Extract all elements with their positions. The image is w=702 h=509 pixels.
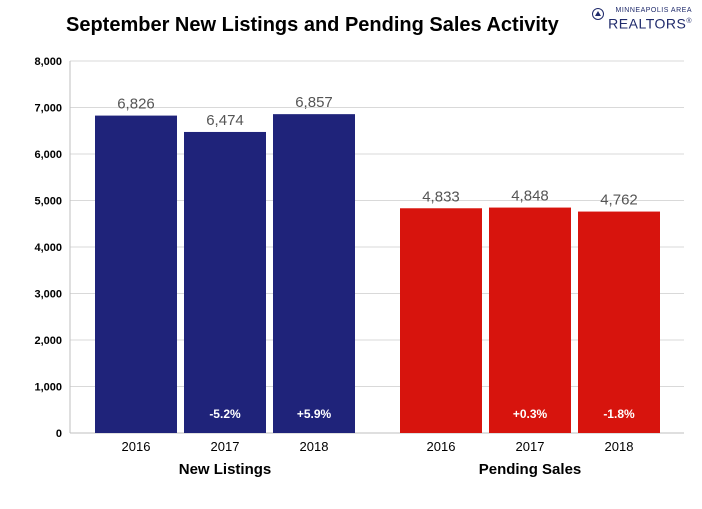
data-label: 6,474 [206, 112, 244, 129]
y-tick-label: 2,000 [34, 335, 62, 347]
y-tick-label: 1,000 [34, 382, 62, 394]
data-label: 4,833 [422, 188, 460, 205]
y-tick-label: 4,000 [34, 242, 62, 254]
bar [273, 114, 355, 433]
x-tick-label: 2016 [122, 439, 151, 454]
bar [95, 115, 177, 433]
data-label: 6,857 [295, 94, 333, 111]
data-label: 6,826 [117, 96, 155, 113]
logo-line-2: REALTORS® [608, 15, 692, 32]
y-tick-label: 0 [56, 428, 62, 440]
bar [489, 207, 571, 433]
group-label: Pending Sales [479, 461, 582, 478]
bar [184, 131, 266, 434]
x-tick-label: 2017 [516, 439, 545, 454]
y-tick-label: 6,000 [34, 149, 62, 161]
bar [578, 211, 660, 433]
x-tick-label: 2016 [427, 439, 456, 454]
x-tick-label: 2018 [605, 439, 634, 454]
change-label: -5.2% [209, 407, 241, 421]
chart-title: September New Listings and Pending Sales… [66, 14, 559, 36]
change-label: -1.8% [603, 407, 635, 421]
change-label: +0.3% [513, 407, 548, 421]
y-tick-label: 5,000 [34, 196, 62, 208]
bar [400, 208, 482, 433]
y-tick-label: 3,000 [34, 289, 62, 301]
logo-line-1: MINNEAPOLIS AREA [615, 7, 692, 14]
data-label: 4,762 [600, 192, 638, 209]
x-tick-label: 2018 [300, 439, 329, 454]
group-label: New Listings [179, 461, 272, 478]
data-label: 4,848 [511, 188, 549, 205]
change-label: +5.9% [297, 407, 332, 421]
y-tick-label: 8,000 [34, 56, 62, 68]
logo-registered-mark: ® [686, 18, 692, 25]
x-tick-label: 2017 [211, 439, 240, 454]
y-tick-label: 7,000 [34, 103, 62, 115]
logo-mark-icon [592, 8, 605, 20]
brand-logo: MINNEAPOLIS AREA REALTORS® [592, 6, 692, 32]
